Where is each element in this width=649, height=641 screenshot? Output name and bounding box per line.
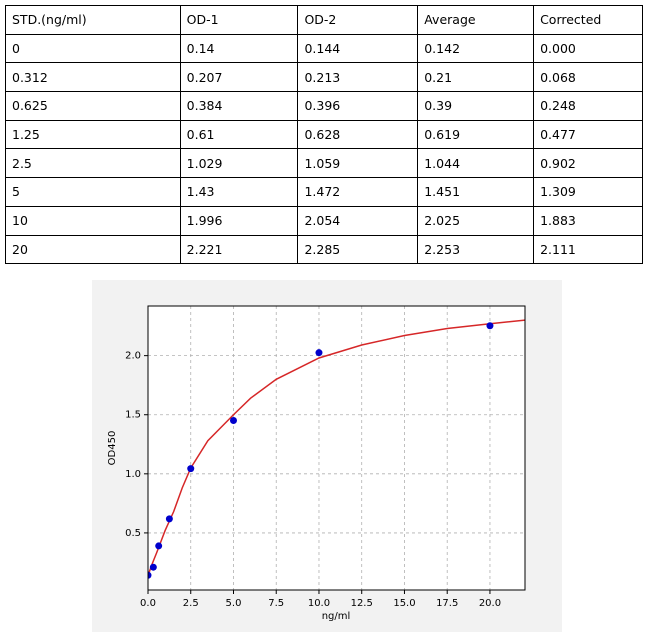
- x-tick-label: 12.5: [351, 598, 373, 609]
- data-point: [148, 571, 152, 579]
- table-cell: 0.39: [417, 91, 535, 121]
- y-tick-label: 2.0: [125, 351, 141, 362]
- table-cell: 2.253: [417, 234, 535, 265]
- header-row: STD.(ng/ml) OD-1 OD-2 Average Corrected: [5, 5, 643, 35]
- table-cell: 0.61: [179, 119, 299, 150]
- table-row: 0.625 0.384 0.396 0.39 0.248: [5, 91, 643, 121]
- data-point: [165, 515, 173, 523]
- table-cell: 0.902: [533, 148, 643, 179]
- table-cell: 0.625: [5, 91, 181, 121]
- table-cell: 1.309: [533, 177, 643, 207]
- x-axis-label: ng/ml: [322, 611, 351, 622]
- plot-area: [148, 306, 525, 590]
- table-cell: 0.213: [297, 62, 419, 93]
- table-cell: 2.111: [533, 234, 643, 265]
- data-table: STD.(ng/ml) OD-1 OD-2 Average Corrected 0 0.14…: [5, 5, 643, 265]
- x-tick-label: 7.5: [268, 598, 284, 609]
- table-cell: 1.029: [179, 148, 299, 179]
- table-cell: 0.396: [297, 91, 419, 121]
- table-cell: 1.044: [417, 148, 535, 179]
- table-row: 10 1.996 2.054 2.025 1.883: [5, 205, 643, 236]
- table-cell: 1.883: [533, 205, 643, 236]
- y-tick-label: 0.5: [125, 528, 141, 539]
- table-row: 20 2.221 2.285 2.253 2.111: [5, 234, 643, 265]
- data-point: [315, 349, 323, 357]
- x-tick-label: 10.0: [308, 598, 330, 609]
- table-cell: 0.21: [417, 62, 535, 93]
- data-point: [155, 542, 163, 550]
- x-tick-label: 2.5: [183, 598, 199, 609]
- fit-curve: [148, 319, 525, 576]
- x-tick-label: 17.5: [436, 598, 458, 609]
- x-tick-label: 5.0: [226, 598, 242, 609]
- table-cell: 2.285: [297, 234, 419, 265]
- data-point: [149, 563, 157, 571]
- table-cell: 0.14: [179, 33, 299, 64]
- y-axis-label: OD450: [107, 431, 118, 466]
- table-row: 5 1.43 1.472 1.451 1.309: [5, 177, 643, 207]
- data-point: [229, 417, 237, 425]
- table-cell: 2.221: [179, 234, 299, 265]
- plot-frame: [147, 305, 526, 591]
- table-cell: Corrected: [533, 5, 643, 35]
- table-cell: 0.144: [297, 33, 419, 64]
- table-cell: Average: [417, 5, 535, 35]
- table-cell: 1.451: [417, 177, 535, 207]
- table-cell: 20: [5, 234, 181, 265]
- table-cell: STD.(ng/ml): [5, 5, 181, 35]
- x-tick-label: 0.0: [140, 598, 156, 609]
- y-tick-label: 1.5: [125, 410, 141, 421]
- y-tick-label: 1.0: [125, 469, 141, 480]
- table-row: 0 0.14 0.144 0.142 0.000: [5, 33, 643, 64]
- table-cell: 5: [5, 177, 181, 207]
- table-cell: 0.619: [417, 119, 535, 150]
- data-point: [486, 322, 494, 330]
- data-point: [187, 465, 195, 473]
- x-tick-label: 20.0: [479, 598, 501, 609]
- table-cell: 2.054: [297, 205, 419, 236]
- table-cell: OD-1: [179, 5, 299, 35]
- x-tick-label: 15.0: [393, 598, 415, 609]
